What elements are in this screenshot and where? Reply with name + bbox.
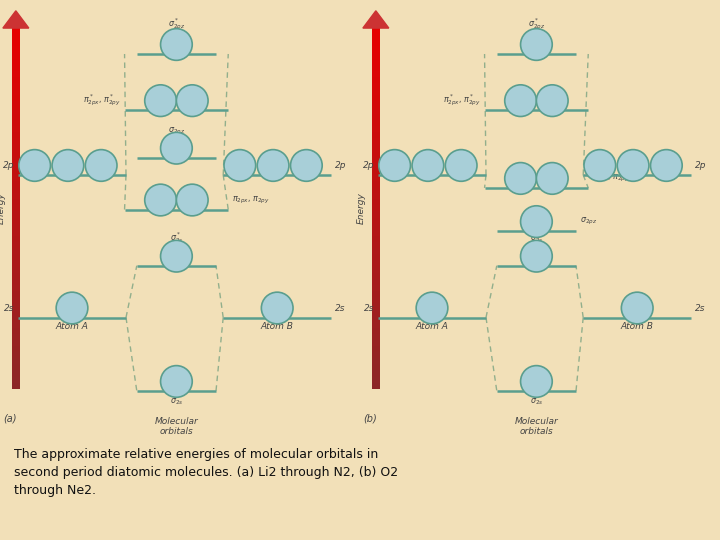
- Ellipse shape: [291, 150, 323, 181]
- Ellipse shape: [19, 150, 50, 181]
- Text: $\sigma_{2s}$: $\sigma_{2s}$: [170, 396, 183, 407]
- Text: 2s: 2s: [335, 303, 346, 313]
- Ellipse shape: [521, 206, 552, 238]
- Ellipse shape: [445, 150, 477, 181]
- Ellipse shape: [86, 150, 117, 181]
- Text: Molecular
orbitals: Molecular orbitals: [155, 417, 198, 436]
- Ellipse shape: [161, 366, 192, 397]
- Ellipse shape: [621, 292, 653, 324]
- Text: $\sigma^*_{2pz}$: $\sigma^*_{2pz}$: [168, 16, 185, 31]
- Polygon shape: [3, 11, 29, 28]
- Ellipse shape: [161, 240, 192, 272]
- Text: Energy: Energy: [0, 192, 6, 225]
- Text: $\sigma^*_{2s}$: $\sigma^*_{2s}$: [170, 230, 183, 245]
- Ellipse shape: [521, 366, 552, 397]
- Ellipse shape: [52, 150, 84, 181]
- Text: Atom A: Atom A: [415, 322, 449, 331]
- Text: $\pi^*_{2px}$, $\pi^*_{2py}$: $\pi^*_{2px}$, $\pi^*_{2py}$: [83, 93, 121, 109]
- Ellipse shape: [176, 85, 208, 117]
- Text: $\pi^*_{2px}$, $\pi^*_{2py}$: $\pi^*_{2px}$, $\pi^*_{2py}$: [443, 93, 481, 109]
- Ellipse shape: [617, 150, 649, 181]
- Text: (a): (a): [4, 413, 17, 423]
- Text: 2p: 2p: [335, 161, 346, 170]
- Ellipse shape: [536, 85, 568, 117]
- Ellipse shape: [145, 184, 176, 216]
- Ellipse shape: [521, 240, 552, 272]
- Text: 2s: 2s: [364, 303, 374, 313]
- Ellipse shape: [651, 150, 683, 181]
- Text: Atom A: Atom A: [55, 322, 89, 331]
- Ellipse shape: [145, 85, 176, 117]
- Ellipse shape: [505, 85, 536, 117]
- Text: Atom B: Atom B: [261, 322, 294, 331]
- Ellipse shape: [176, 184, 208, 216]
- Text: Atom B: Atom B: [621, 322, 654, 331]
- Polygon shape: [363, 11, 389, 28]
- Text: $\pi_{2px}$, $\pi_{2py}$: $\pi_{2px}$, $\pi_{2py}$: [592, 173, 630, 184]
- Text: 2p: 2p: [363, 161, 374, 170]
- Ellipse shape: [379, 150, 410, 181]
- Ellipse shape: [412, 150, 444, 181]
- Text: (b): (b): [364, 413, 377, 423]
- Text: $\pi_{2px}$, $\pi_{2py}$: $\pi_{2px}$, $\pi_{2py}$: [232, 194, 270, 206]
- Ellipse shape: [161, 29, 192, 60]
- Ellipse shape: [224, 150, 256, 181]
- Text: 2s: 2s: [4, 303, 14, 313]
- Ellipse shape: [257, 150, 289, 181]
- Ellipse shape: [161, 132, 192, 164]
- Ellipse shape: [261, 292, 293, 324]
- Ellipse shape: [56, 292, 88, 324]
- Ellipse shape: [521, 29, 552, 60]
- Ellipse shape: [584, 150, 616, 181]
- Text: Molecular
orbitals: Molecular orbitals: [515, 417, 558, 436]
- Ellipse shape: [536, 163, 568, 194]
- Text: 2p: 2p: [3, 161, 14, 170]
- Ellipse shape: [505, 163, 536, 194]
- Text: 2p: 2p: [695, 161, 706, 170]
- Text: $\sigma^*_{2s}$: $\sigma^*_{2s}$: [530, 230, 543, 245]
- Text: 2s: 2s: [695, 303, 706, 313]
- Text: $\sigma_{2pz}$: $\sigma_{2pz}$: [168, 125, 185, 137]
- Text: $\sigma^*_{2pz}$: $\sigma^*_{2pz}$: [528, 16, 545, 31]
- Ellipse shape: [416, 292, 448, 324]
- Text: Energy: Energy: [357, 192, 366, 225]
- Text: $\sigma_{2s}$: $\sigma_{2s}$: [530, 396, 543, 407]
- Text: The approximate relative energies of molecular orbitals in
second period diatomi: The approximate relative energies of mol…: [14, 448, 399, 497]
- Text: $\sigma_{2pz}$: $\sigma_{2pz}$: [580, 216, 597, 227]
